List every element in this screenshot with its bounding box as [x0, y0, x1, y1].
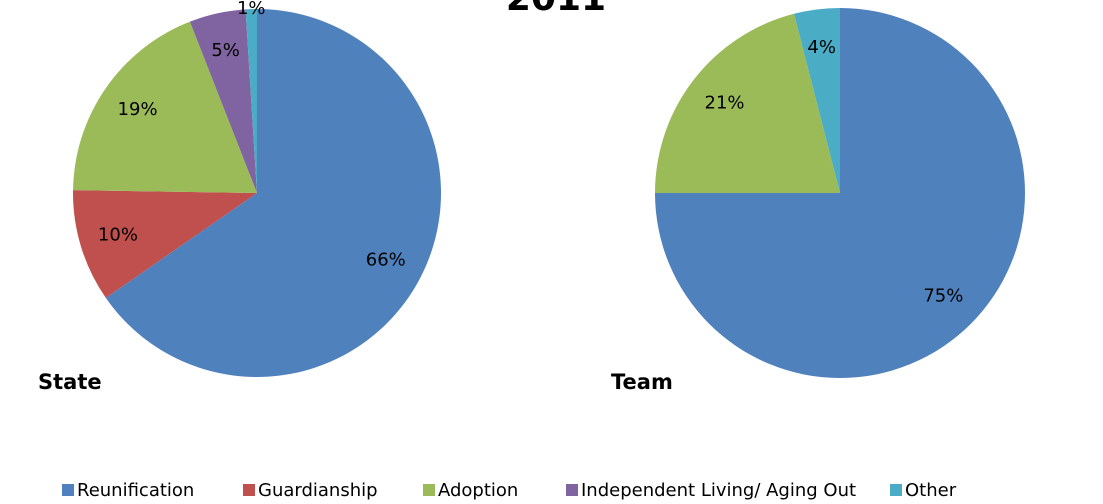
pie-slice: [245, 9, 257, 193]
legend-swatch: [566, 484, 578, 496]
pie-slice: [73, 21, 258, 193]
data-label: 21%: [705, 92, 745, 113]
legend-swatch: [423, 484, 435, 496]
data-label: 10%: [98, 224, 138, 245]
pie-slice: [73, 190, 257, 298]
legend-label: Independent Living/ Aging Out: [581, 480, 856, 501]
pie-label: Team: [611, 370, 673, 394]
legend-label: Reunification: [77, 480, 194, 501]
pie-slice: [189, 9, 257, 194]
pie-slice: [655, 13, 840, 193]
chart-title: 2011: [506, 0, 606, 19]
pie-slice: [105, 9, 442, 378]
legend-label: Adoption: [438, 480, 518, 501]
legend-swatch: [62, 484, 74, 496]
data-label: 5%: [211, 40, 240, 61]
data-label: 4%: [807, 37, 836, 58]
data-label: 66%: [366, 249, 406, 270]
legend-swatch: [243, 484, 255, 496]
legend-swatch: [890, 484, 902, 496]
data-label: 1%: [237, 0, 266, 19]
legend-label: Guardianship: [258, 480, 378, 501]
pie-slice: [793, 8, 840, 193]
pie-label: State: [38, 370, 102, 394]
data-label: 19%: [118, 99, 158, 120]
legend-label: Other: [905, 480, 957, 501]
data-label: 75%: [923, 285, 963, 306]
